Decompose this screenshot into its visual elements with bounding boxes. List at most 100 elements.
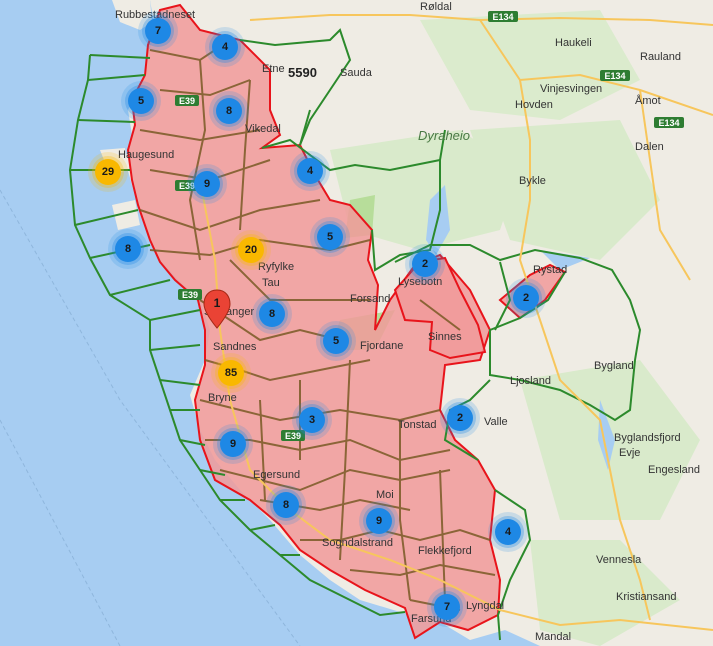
place-label: Dyraheio bbox=[418, 128, 470, 143]
place-label: Dalen bbox=[635, 141, 664, 153]
place-label: Rauland bbox=[640, 51, 681, 63]
cluster-count: 5 bbox=[138, 95, 144, 107]
cluster-marker[interactable]: 7 bbox=[138, 11, 178, 51]
cluster-marker[interactable]: 5 bbox=[121, 81, 161, 121]
place-label: Flekkefjord bbox=[418, 545, 472, 557]
count-label: 5590 bbox=[288, 65, 317, 80]
forest-area bbox=[530, 540, 680, 646]
cluster-marker[interactable]: 4 bbox=[290, 151, 330, 191]
cluster-marker[interactable]: 9 bbox=[213, 424, 253, 464]
cluster-marker[interactable]: 8 bbox=[108, 229, 148, 269]
place-label: Lyngdal bbox=[466, 600, 504, 612]
sea-boundary-line bbox=[0, 189, 301, 646]
cluster-count: 8 bbox=[269, 308, 275, 320]
place-label: Sauda bbox=[340, 67, 373, 79]
road-shield: E134 bbox=[654, 117, 684, 128]
cluster-marker[interactable]: 9 bbox=[187, 164, 227, 204]
road-shields: E134 E134 E134 E39 E39 E39 E39 bbox=[175, 11, 684, 441]
cluster-marker[interactable]: 2 bbox=[405, 244, 445, 284]
lake bbox=[598, 400, 615, 470]
forest-area bbox=[420, 10, 640, 120]
place-label: Egersund bbox=[253, 469, 300, 481]
cluster-marker[interactable]: 3 bbox=[292, 400, 332, 440]
place-label: Mandal bbox=[535, 631, 571, 643]
place-label: Åmot bbox=[635, 94, 661, 107]
place-label: Haukeli bbox=[555, 37, 592, 49]
place-label: Bryne bbox=[208, 392, 237, 404]
cluster-marker[interactable]: 2 bbox=[440, 398, 480, 438]
cluster-marker[interactable]: 85 bbox=[211, 353, 251, 393]
cluster-count: 8 bbox=[125, 243, 131, 255]
cluster-marker[interactable]: 8 bbox=[266, 485, 306, 525]
cluster-count: 85 bbox=[225, 367, 237, 379]
place-label: Vikedal bbox=[245, 123, 281, 135]
cluster-marker[interactable]: 8 bbox=[209, 91, 249, 131]
cluster-count: 4 bbox=[505, 526, 512, 538]
cluster-count: 4 bbox=[307, 165, 314, 177]
sea-boundary-line bbox=[0, 419, 121, 646]
place-label: Tonstad bbox=[398, 419, 437, 431]
cluster-marker[interactable]: 2 bbox=[506, 278, 546, 318]
place-label: Ryfylke bbox=[258, 261, 294, 273]
road-shield: E134 bbox=[488, 11, 518, 22]
place-label: Evje bbox=[619, 447, 640, 459]
place-label: Fjordane bbox=[360, 340, 403, 352]
place-label: Lysebotn bbox=[398, 276, 442, 288]
cluster-count: 20 bbox=[245, 244, 257, 256]
map-pin-marker[interactable]: 1 bbox=[203, 289, 231, 329]
road-shield: E134 bbox=[600, 70, 630, 81]
place-label: Rystad bbox=[533, 264, 567, 276]
place-label: Engesland bbox=[648, 464, 700, 476]
forest-area bbox=[470, 120, 660, 260]
cluster-count: 7 bbox=[155, 25, 161, 37]
cluster-marker[interactable]: 4 bbox=[205, 27, 245, 67]
cluster-count: 29 bbox=[102, 166, 114, 178]
cluster-count: 9 bbox=[230, 438, 236, 450]
place-label: Tau bbox=[262, 277, 280, 289]
place-label: Valle bbox=[484, 416, 508, 428]
cluster-count: 5 bbox=[333, 335, 339, 347]
cluster-count: 8 bbox=[226, 105, 232, 117]
place-label: Moi bbox=[376, 489, 394, 501]
svg-text:E134: E134 bbox=[492, 12, 513, 22]
svg-text:E39: E39 bbox=[285, 431, 301, 441]
cluster-marker[interactable]: 8 bbox=[252, 294, 292, 334]
cluster-count: 8 bbox=[283, 499, 289, 511]
cluster-count: 9 bbox=[204, 178, 210, 190]
svg-text:E39: E39 bbox=[182, 290, 198, 300]
island bbox=[112, 200, 140, 230]
cluster-marker[interactable]: 29 bbox=[88, 152, 128, 192]
road-shield: E39 bbox=[178, 289, 202, 300]
cluster-marker[interactable]: 5 bbox=[310, 217, 350, 257]
cluster-count: 5 bbox=[327, 231, 333, 243]
cluster-count: 9 bbox=[376, 515, 382, 527]
lake bbox=[540, 250, 590, 270]
cluster-marker[interactable]: 4 bbox=[488, 512, 528, 552]
road-shield: E39 bbox=[175, 95, 199, 106]
cluster-marker[interactable]: 7 bbox=[427, 587, 467, 627]
place-label: Etne bbox=[262, 63, 285, 75]
place-label: Hovden bbox=[515, 99, 553, 111]
place-label: Bykle bbox=[519, 175, 546, 187]
place-label: Ljosland bbox=[510, 375, 551, 387]
place-label: Vinjesvingen bbox=[540, 83, 602, 95]
cluster-count: 2 bbox=[422, 258, 428, 270]
place-label: Kristiansand bbox=[616, 591, 677, 603]
place-label: Sinnes bbox=[428, 331, 462, 343]
cluster-count: 2 bbox=[523, 292, 529, 304]
cluster-count: 3 bbox=[309, 414, 315, 426]
svg-text:E134: E134 bbox=[604, 71, 625, 81]
place-label: Bygland bbox=[594, 360, 634, 372]
roads bbox=[199, 14, 713, 631]
cluster-marker[interactable]: 20 bbox=[231, 230, 271, 270]
cluster-marker[interactable]: 5 bbox=[316, 321, 356, 361]
place-label: Sogndalstrand bbox=[322, 537, 393, 549]
svg-text:E39: E39 bbox=[179, 96, 195, 106]
place-label: Vennesla bbox=[596, 554, 642, 566]
road-shield: E39 bbox=[175, 180, 199, 191]
cluster-marker[interactable]: 9 bbox=[359, 501, 399, 541]
island bbox=[112, 0, 152, 30]
